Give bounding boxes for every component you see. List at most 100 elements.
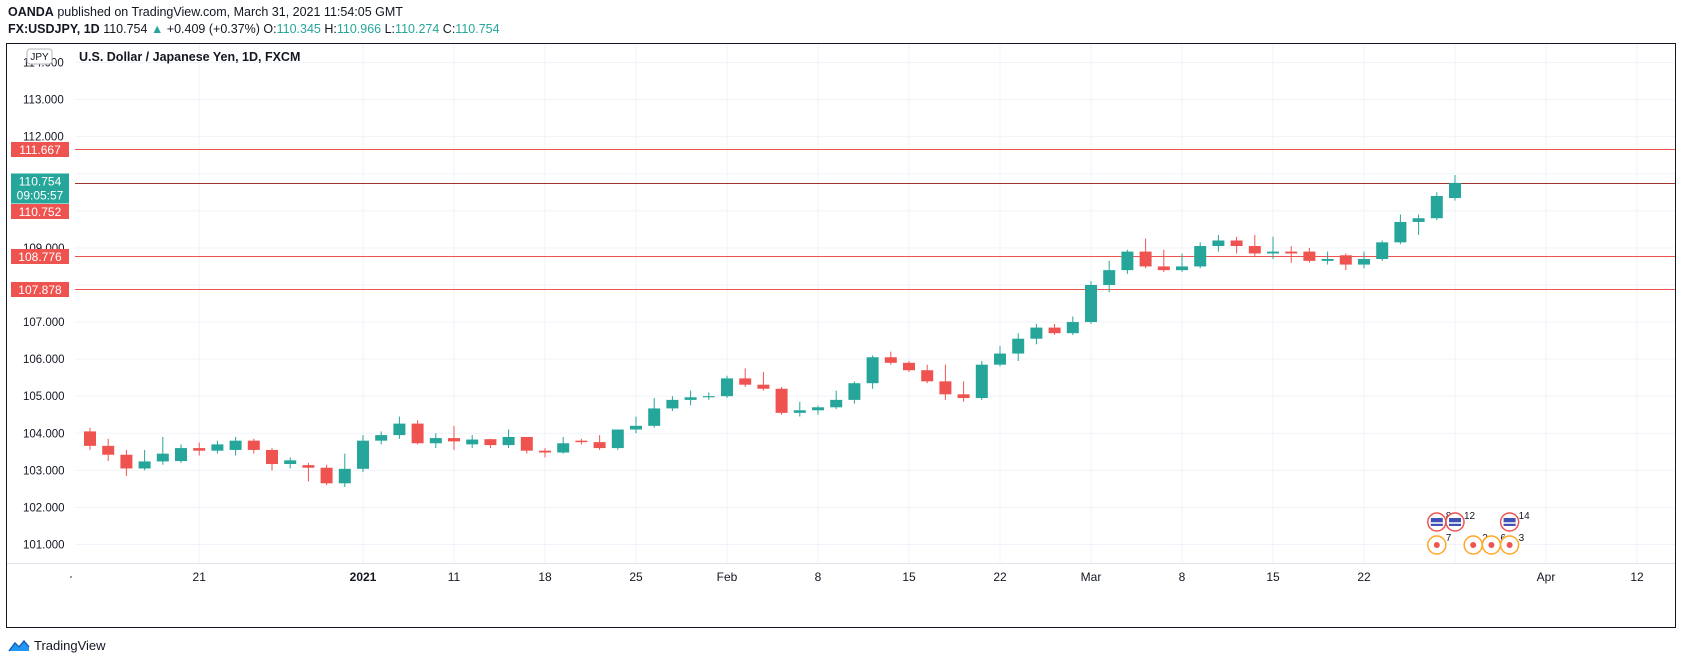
x-tick-label: 8 <box>815 570 822 584</box>
candle-body <box>866 357 879 384</box>
economic-event-dot-icon-dot <box>1470 542 1477 548</box>
candle-body <box>1012 338 1025 354</box>
candle <box>1048 323 1061 336</box>
candle <box>1030 323 1043 345</box>
previous-close-label-text: 110.752 <box>19 205 62 219</box>
tradingview-logo-icon <box>8 639 30 651</box>
candle-body <box>338 468 351 484</box>
candle-body <box>1066 322 1079 334</box>
candle-body <box>1358 259 1370 265</box>
candle-body <box>884 357 897 363</box>
economic-event-flag-icon-flag <box>1430 518 1443 526</box>
change-value: +0.409 (+0.37%) <box>166 22 260 36</box>
candle-body <box>939 381 952 395</box>
candle-body <box>994 353 1006 365</box>
current-price-label-text: 110.754 <box>19 175 62 189</box>
chart-frame[interactable]: 101.000 102.000 103.000 104.000 105.000 106.0… <box>6 43 1676 628</box>
candle <box>393 416 406 439</box>
candle <box>484 438 497 449</box>
event-count: 14 <box>1519 511 1531 522</box>
candle <box>357 435 369 473</box>
candle <box>1157 249 1170 272</box>
candle-body <box>1139 251 1152 267</box>
candle-body <box>1157 266 1170 271</box>
candle-body <box>975 364 988 399</box>
level-price-label-text: 107.878 <box>18 283 62 297</box>
event-count: 3 <box>1519 533 1525 544</box>
candle <box>1303 247 1316 263</box>
candle-body <box>429 438 442 444</box>
last-price: 110.754 <box>103 22 148 36</box>
chart-title: U.S. Dollar / Japanese Yen, 1D, FXCM <box>79 50 300 64</box>
candle <box>975 360 988 400</box>
candle-body <box>921 370 934 382</box>
x-tick-label: Mar <box>1081 570 1102 584</box>
footer-brand-label: TradingView <box>34 638 106 653</box>
candle <box>1285 246 1298 263</box>
candle-body <box>593 442 606 449</box>
candle <box>448 425 460 450</box>
y-tick-label: 105.000 <box>23 391 65 403</box>
candle <box>1339 253 1352 271</box>
publish-info: OANDA published on TradingView.com, Marc… <box>8 5 403 19</box>
candle-body <box>1194 246 1207 267</box>
x-tick-label: 11 <box>448 570 461 584</box>
candle-body <box>102 445 115 455</box>
ohlc-legend: FX:USDJPY, 1D 110.754 ▲ +0.409 (+0.37%) … <box>8 22 500 36</box>
candle-body <box>84 431 96 446</box>
candle <box>903 360 915 373</box>
candle-body <box>1176 266 1188 271</box>
candle <box>211 440 224 454</box>
candle <box>247 438 260 454</box>
low-value: 110.274 <box>395 22 440 36</box>
low-label: L: <box>384 22 396 36</box>
candle <box>102 438 115 462</box>
footer-brand[interactable]: TradingView <box>8 638 106 653</box>
candle-body <box>1376 242 1389 260</box>
candle-body <box>1321 259 1334 261</box>
x-tick-label: 8 <box>1179 570 1186 584</box>
level-price-label <box>11 142 69 157</box>
candle <box>229 436 242 456</box>
candle-body <box>1430 195 1443 219</box>
y-tick-label: 113.000 <box>23 95 64 107</box>
x-tick-label: 12 <box>1630 570 1644 584</box>
candle <box>1103 260 1116 293</box>
candle <box>812 405 824 415</box>
candle <box>684 390 697 406</box>
candle <box>1394 214 1407 245</box>
candle <box>266 448 278 471</box>
close-value: 110.754 <box>455 22 500 36</box>
y-tick-label: 101.000 <box>23 539 65 551</box>
currency-badge-label: JPY <box>30 52 49 63</box>
candle-body <box>375 435 388 441</box>
candle-body <box>648 408 661 426</box>
candle <box>156 436 169 465</box>
published-text: published on TradingView.com, March 31, … <box>57 5 403 19</box>
symbol-label: FX:USDJPY, 1D <box>8 22 100 36</box>
candle-body <box>156 453 169 462</box>
level-price-label-text: 108.776 <box>18 250 62 264</box>
change-up-icon: ▲ <box>150 22 164 36</box>
level-price-label <box>11 282 69 297</box>
candle-body <box>448 438 460 442</box>
candle-body <box>1030 327 1043 339</box>
candle <box>1194 242 1207 269</box>
candle-body <box>739 378 752 385</box>
candle-body <box>1412 218 1425 222</box>
candle <box>1212 234 1225 252</box>
candle <box>1412 214 1425 235</box>
current-price-label <box>11 173 69 204</box>
candle <box>1012 333 1025 361</box>
candle-body <box>502 436 515 446</box>
candle-body <box>575 440 588 443</box>
candle <box>575 438 588 445</box>
candle-body <box>138 461 151 469</box>
candle <box>1248 234 1261 258</box>
candle-body <box>393 423 406 436</box>
candlestick-chart[interactable]: 101.000 102.000 103.000 104.000 105.000 106.0… <box>7 44 1675 627</box>
candle <box>411 420 424 445</box>
candle-body <box>266 449 278 465</box>
y-tick-label: 104.000 <box>23 428 65 440</box>
candle <box>666 396 679 412</box>
